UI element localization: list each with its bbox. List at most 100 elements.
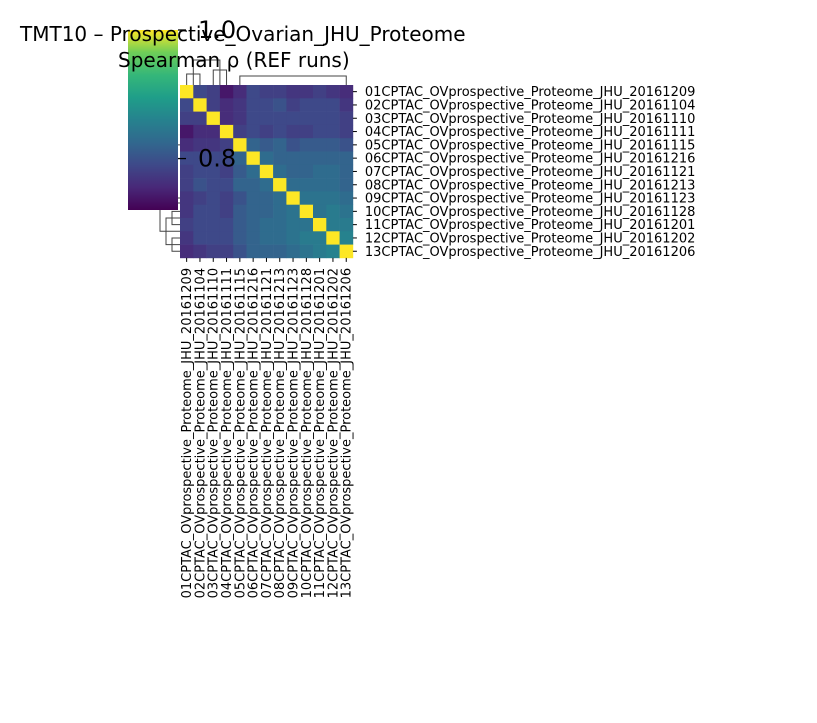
heatmap-cell: [273, 191, 287, 205]
heatmap-cell: [180, 204, 194, 219]
heatmap-cell: [339, 85, 354, 99]
heatmap-cell: [326, 151, 340, 166]
heatmap-cell: [313, 178, 327, 192]
heatmap-cell: [246, 151, 261, 166]
heatmap-cell: [286, 178, 300, 192]
heatmap-cell: [259, 98, 274, 112]
heatmap-cell: [299, 85, 314, 99]
heatmap-cell: [206, 164, 221, 179]
heatmap-cell: [273, 111, 287, 126]
heatmap-cell: [326, 231, 340, 245]
heatmap-cell: [193, 124, 207, 139]
heatmap-cell: [339, 191, 354, 205]
heatmap-cell: [246, 98, 261, 112]
heatmap-cell: [339, 218, 354, 232]
heatmap-cell: [299, 178, 314, 192]
heatmap-cell: [299, 244, 314, 259]
heatmap-cell: [339, 204, 354, 219]
heatmap-cell: [219, 85, 234, 99]
column-label: 11CPTAC_OVprospective_Proteome_JHU_20161…: [313, 268, 328, 599]
heatmap-cell: [233, 164, 247, 179]
heatmap-cell: [326, 164, 340, 179]
heatmap-cell: [339, 244, 354, 259]
heatmap-cell: [206, 244, 221, 259]
heatmap-cell: [219, 138, 234, 152]
heatmap-cell: [180, 231, 194, 245]
heatmap-cell: [326, 124, 340, 139]
heatmap-cell: [246, 244, 261, 259]
heatmap-cell: [180, 178, 194, 192]
heatmap-cell: [180, 111, 194, 126]
heatmap-cell: [299, 204, 314, 219]
heatmap-cell: [313, 218, 327, 232]
heatmap-cell: [180, 218, 194, 232]
heatmap-cell: [219, 111, 234, 126]
heatmap-cell: [339, 138, 354, 152]
heatmap-cell: [246, 204, 261, 219]
heatmap-cell: [193, 98, 207, 112]
heatmap-cell: [233, 85, 247, 99]
row-label: 13CPTAC_OVprospective_Proteome_JHU_20161…: [365, 245, 696, 260]
heatmap-cell: [233, 218, 247, 232]
column-dendrogram: [186, 59, 347, 85]
row-label: 04CPTAC_OVprospective_Proteome_JHU_20161…: [365, 125, 696, 140]
heatmap-cell: [339, 231, 354, 245]
heatmap-cell: [193, 204, 207, 219]
heatmap-cell: [273, 98, 287, 112]
heatmap-cell: [193, 151, 207, 166]
heatmap-cell: [180, 191, 194, 205]
heatmap-cell: [180, 244, 194, 259]
heatmap-cell: [273, 85, 287, 99]
row-label: 02CPTAC_OVprospective_Proteome_JHU_20161…: [365, 98, 696, 113]
heatmap-cell: [206, 191, 221, 205]
row-tick-labels: 01CPTAC_OVprospective_Proteome_JHU_20161…: [352, 85, 696, 260]
heatmap-cell: [193, 178, 207, 192]
column-label: 10CPTAC_OVprospective_Proteome_JHU_20161…: [300, 268, 315, 599]
heatmap-cell: [313, 85, 327, 99]
heatmap-cell: [206, 204, 221, 219]
heatmap-cell: [286, 231, 300, 245]
column-tick-labels: 01CPTAC_OVprospective_Proteome_JHU_20161…: [180, 257, 355, 599]
heatmap-cell: [259, 178, 274, 192]
heatmap-cell: [313, 244, 327, 259]
heatmap-cell: [273, 151, 287, 166]
column-label: 04CPTAC_OVprospective_Proteome_JHU_20161…: [220, 268, 235, 599]
heatmap-cell: [313, 191, 327, 205]
heatmap-cell: [206, 111, 221, 126]
row-label: 10CPTAC_OVprospective_Proteome_JHU_20161…: [365, 205, 696, 220]
colorbar-tick-label: 0.8: [198, 145, 236, 173]
heatmap-cell: [259, 244, 274, 259]
heatmap-cell: [326, 204, 340, 219]
heatmap-cell: [180, 98, 194, 112]
heatmap-cell: [273, 218, 287, 232]
heatmap-cell: [206, 85, 221, 99]
heatmap-cell: [339, 164, 354, 179]
heatmap-cell: [273, 164, 287, 179]
heatmap-cell: [193, 231, 207, 245]
heatmap-cell: [233, 244, 247, 259]
heatmap-cell: [193, 191, 207, 205]
colorbar: 1.0 0.8: [128, 16, 236, 210]
heatmap-cell: [219, 124, 234, 139]
heatmap-cell: [233, 138, 247, 152]
heatmap-cell: [233, 111, 247, 126]
heatmap-cell: [246, 124, 261, 139]
heatmap-cell: [219, 218, 234, 232]
heatmap-cell: [313, 231, 327, 245]
heatmap-cell: [273, 178, 287, 192]
heatmap-cell: [286, 244, 300, 259]
heatmap-cell: [246, 178, 261, 192]
row-label: 08CPTAC_OVprospective_Proteome_JHU_20161…: [365, 178, 696, 193]
heatmap-cell: [180, 151, 194, 166]
heatmap-cell: [246, 218, 261, 232]
heatmap-cell: [286, 218, 300, 232]
heatmap-cell: [219, 98, 234, 112]
heatmap-cell: [233, 178, 247, 192]
heatmap-cell: [339, 111, 354, 126]
heatmap-cell: [219, 191, 234, 205]
heatmap-cell: [233, 124, 247, 139]
heatmap-cell: [326, 191, 340, 205]
heatmap-cell: [219, 151, 234, 166]
row-label: 05CPTAC_OVprospective_Proteome_JHU_20161…: [365, 138, 696, 153]
